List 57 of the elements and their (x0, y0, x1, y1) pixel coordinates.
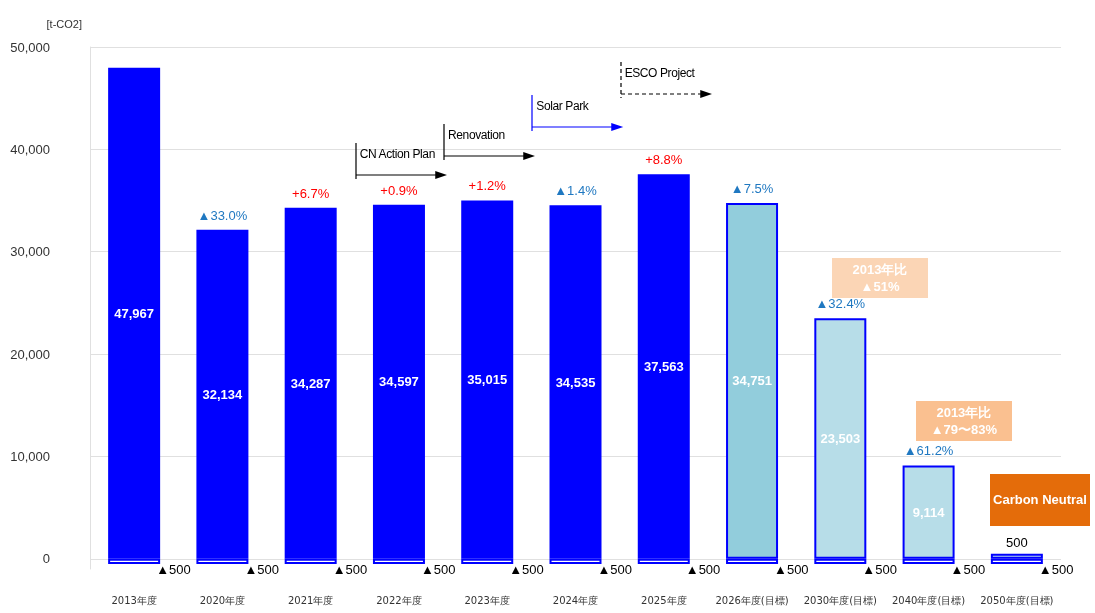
annotation: +8.8% (644, 152, 684, 168)
data-label: 9,114 (912, 504, 946, 520)
data-label: 35,015 (467, 372, 508, 388)
data-label: 500 (1006, 534, 1028, 550)
bar (990, 558, 1043, 564)
x-tick-label: 2030年度(目標) (803, 594, 878, 606)
callout-box: 2013年比 ▲79〜83% (915, 401, 1012, 441)
annotation: Solar Park (536, 99, 589, 113)
x-tick-label: 2020年度 (199, 594, 246, 606)
annotation: ▲32.4% (814, 296, 867, 312)
data-label: 34,535 (555, 374, 596, 390)
x-tick-label: 2050年度(目標) (980, 594, 1054, 606)
data-label: 32,134 (202, 386, 244, 402)
x-tick-label: 2040年度(目標) (891, 594, 966, 606)
annotation: Renovation (448, 128, 505, 142)
x-tick-label: 2025年度 (641, 594, 687, 606)
annotation: ▲500 (950, 561, 986, 577)
annotation: ▲500 (332, 561, 368, 577)
annotation: ▲500 (509, 561, 544, 577)
x-tick-label: 2013年度 (111, 594, 157, 606)
y-tick-label: 30,000 (10, 244, 50, 260)
data-label: 34,287 (290, 375, 331, 391)
x-tick-label: 2022年度 (376, 594, 422, 606)
y-axis-title: [t-CO2] (46, 17, 82, 30)
annotation: ESCO Project (624, 66, 695, 80)
y-tick-label: 10,000 (10, 448, 50, 464)
callout-box: Carbon Neutral (990, 474, 1090, 526)
x-tick-label: 2024年度 (552, 594, 599, 606)
data-label: 23,503 (820, 430, 861, 446)
callout-box: 2013年比 ▲51% (832, 258, 929, 298)
x-tick-label: 2023年度 (464, 594, 510, 606)
annotation: +6.7% (291, 185, 331, 201)
annotation: ▲500 (597, 561, 633, 577)
x-tick-label: 2021年度 (287, 594, 334, 606)
annotation: ▲500 (862, 561, 897, 577)
y-tick-label: 20,000 (10, 346, 50, 362)
annotation: ▲500 (1038, 561, 1074, 577)
annotation: ▲7.5% (729, 181, 775, 197)
annotation: ▲61.2% (902, 443, 955, 459)
annotation: +0.9% (379, 182, 419, 198)
annotation: ▲1.4% (553, 183, 598, 199)
annotation: CN Action Plan (359, 147, 435, 161)
data-label: 47,967 (114, 305, 155, 321)
annotation: ▲500 (774, 561, 809, 577)
annotation: ▲500 (156, 561, 191, 577)
annotation: +1.2% (467, 178, 507, 194)
annotation: ▲500 (420, 561, 456, 577)
annotation: ▲33.0% (196, 207, 249, 223)
annotation: ▲500 (244, 561, 279, 577)
data-label: 37,563 (643, 359, 684, 375)
data-label: 34,751 (732, 373, 772, 389)
y-tick-label: 0 (42, 551, 50, 567)
y-tick-label: 40,000 (10, 141, 50, 157)
x-tick-label: 2026年度(目標) (715, 594, 789, 606)
y-tick-label: 50,000 (10, 39, 50, 55)
annotation: ▲500 (685, 561, 721, 577)
data-label: 34,597 (379, 374, 419, 390)
